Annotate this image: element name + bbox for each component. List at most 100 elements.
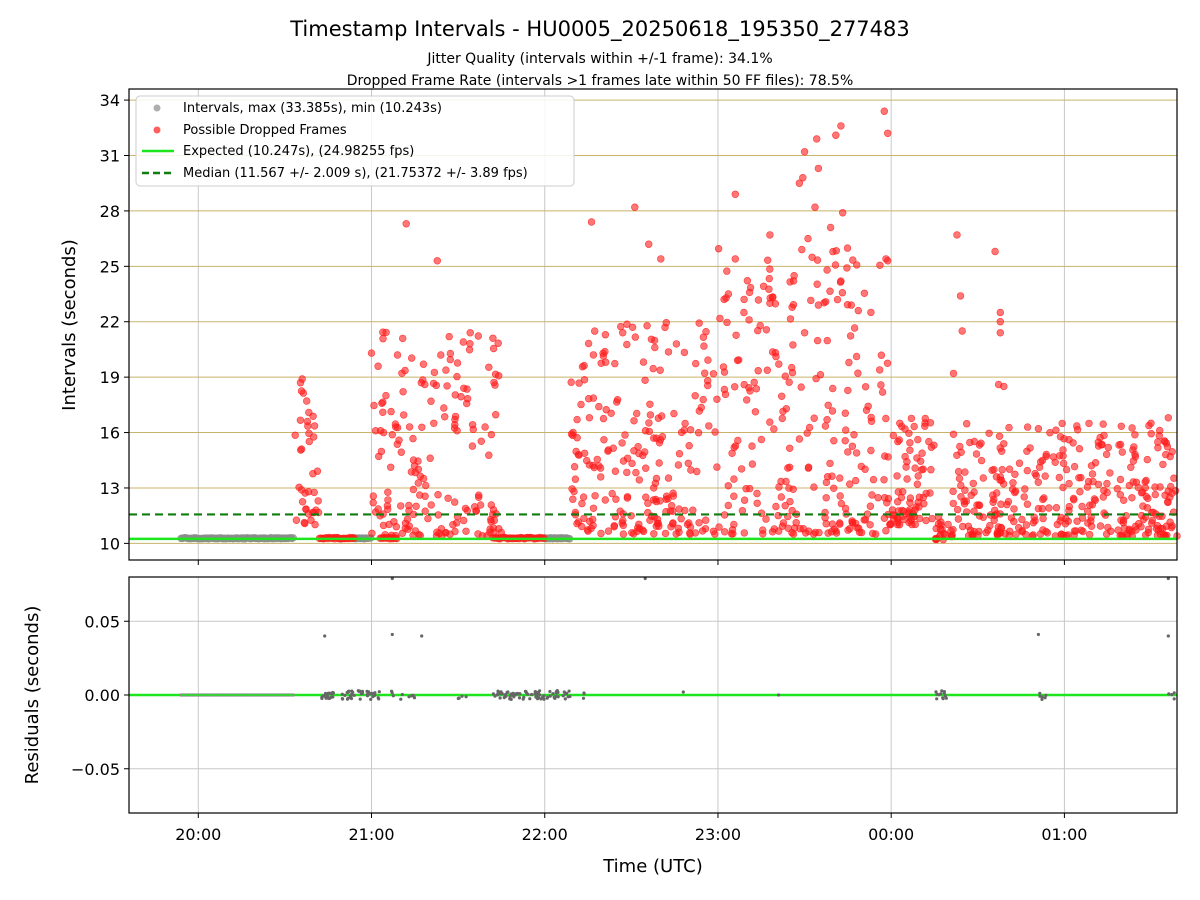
dropped-frame-point <box>314 497 322 505</box>
residual-point <box>371 695 375 699</box>
residual-point <box>565 691 569 696</box>
dropped-frame-point <box>390 518 398 526</box>
dropped-frame-point <box>697 403 705 412</box>
dropped-frame-point <box>593 455 601 464</box>
dropped-frame-point <box>589 351 598 359</box>
bottom-y-tick-label: 0.00 <box>84 686 120 705</box>
dropped-frame-point <box>789 301 798 309</box>
dropped-frame-point <box>475 491 483 499</box>
dropped-frame-point <box>414 479 422 487</box>
dropped-frame-point <box>1164 414 1173 422</box>
dropped-frame-point <box>792 518 800 527</box>
dropped-frame-point <box>584 395 593 403</box>
dropped-frame-point <box>996 329 1004 337</box>
dropped-frame-point <box>621 431 629 439</box>
dropped-frame-point <box>895 436 903 444</box>
dropped-frame-point <box>604 527 613 535</box>
residual-point <box>324 696 328 700</box>
dropped-frame-point <box>1070 527 1079 535</box>
dropped-frame-point <box>453 372 461 381</box>
dropped-frame-point <box>919 493 927 502</box>
dropped-frame-point <box>758 526 767 534</box>
dropped-frame-point <box>789 530 798 538</box>
dropped-frame-point <box>918 449 926 457</box>
dropped-frame-point <box>414 457 422 465</box>
dropped-frame-point <box>867 417 876 425</box>
dropped-frame-point <box>430 368 439 377</box>
dropped-frame-point <box>610 522 618 530</box>
dropped-frame-point <box>291 431 299 439</box>
dropped-frame-point <box>1069 494 1078 503</box>
dropped-frame-point <box>450 424 459 432</box>
residual-point <box>518 692 522 696</box>
dropped-frame-point <box>632 468 640 477</box>
dropped-frame-point <box>1034 504 1043 513</box>
residual-point <box>555 691 559 695</box>
dropped-frame-point <box>451 391 459 399</box>
dropped-frame-point <box>299 389 308 397</box>
dropped-frame-point <box>1127 463 1135 471</box>
dropped-frame-point <box>1039 514 1047 523</box>
residual-point <box>551 692 555 696</box>
residual-point <box>942 691 946 695</box>
x-tick-label: 00:00 <box>868 825 914 844</box>
dropped-frame-point <box>724 290 733 298</box>
dropped-frame-point <box>1078 502 1086 511</box>
dropped-frame-point <box>731 190 739 199</box>
residual-point <box>935 697 939 701</box>
dropped-frame-point <box>1116 475 1125 484</box>
dropped-frame-point <box>996 308 1004 317</box>
dropped-frame-point <box>379 335 387 343</box>
dropped-frame-point <box>699 395 707 404</box>
dropped-frame-point <box>1119 496 1128 504</box>
dropped-frame-point <box>998 466 1006 474</box>
dropped-frame-point <box>813 256 822 264</box>
dropped-frame-point <box>1103 479 1111 488</box>
dropped-frame-point <box>569 428 577 437</box>
dropped-frame-point <box>810 414 818 422</box>
dropped-frame-point <box>811 203 819 211</box>
dropped-frame-point <box>589 521 597 530</box>
residual-outlier-point <box>390 576 394 581</box>
dropped-frame-point <box>1096 522 1105 530</box>
dropped-frame-point <box>986 521 994 530</box>
dropped-frame-point <box>940 529 948 538</box>
dropped-frame-point <box>641 464 650 472</box>
x-tick-label: 22:00 <box>522 825 568 844</box>
dropped-frame-point <box>813 336 822 345</box>
dropped-frame-point <box>368 529 376 537</box>
residual-point <box>530 692 534 697</box>
dropped-frame-point <box>433 257 441 265</box>
dropped-frame-point <box>597 529 605 538</box>
dropped-frame-point <box>730 492 738 500</box>
dropped-frame-point <box>884 494 893 503</box>
dropped-frame-point <box>1155 432 1164 440</box>
dropped-frame-point <box>631 333 639 341</box>
dropped-frame-point <box>807 296 815 305</box>
residual-point <box>345 697 350 701</box>
dropped-frame-point <box>393 351 402 359</box>
dropped-frame-point <box>763 256 772 264</box>
dropped-frame-point <box>711 428 719 436</box>
dropped-frame-point <box>1129 457 1138 465</box>
dropped-frame-point <box>883 359 892 367</box>
dropped-frame-point <box>701 525 710 533</box>
dropped-frame-point <box>838 289 847 297</box>
dropped-frame-point <box>903 475 911 483</box>
residual-point <box>582 691 586 695</box>
dropped-frame-point <box>1103 488 1111 497</box>
dropped-frame-point <box>1056 433 1065 441</box>
legend-box <box>135 95 575 187</box>
dropped-frame-point <box>1128 424 1136 432</box>
dropped-frame-point <box>743 277 752 285</box>
dropped-frame-point <box>401 519 410 527</box>
dropped-frame-point <box>441 413 449 421</box>
dropped-frame-point <box>476 501 485 509</box>
dropped-frame-point <box>481 423 489 431</box>
dropped-frame-point <box>846 332 855 340</box>
dropped-frame-point <box>700 342 708 350</box>
residual-point <box>359 692 363 696</box>
dropped-frame-point <box>1144 525 1153 533</box>
dropped-frame-point <box>1034 425 1043 433</box>
